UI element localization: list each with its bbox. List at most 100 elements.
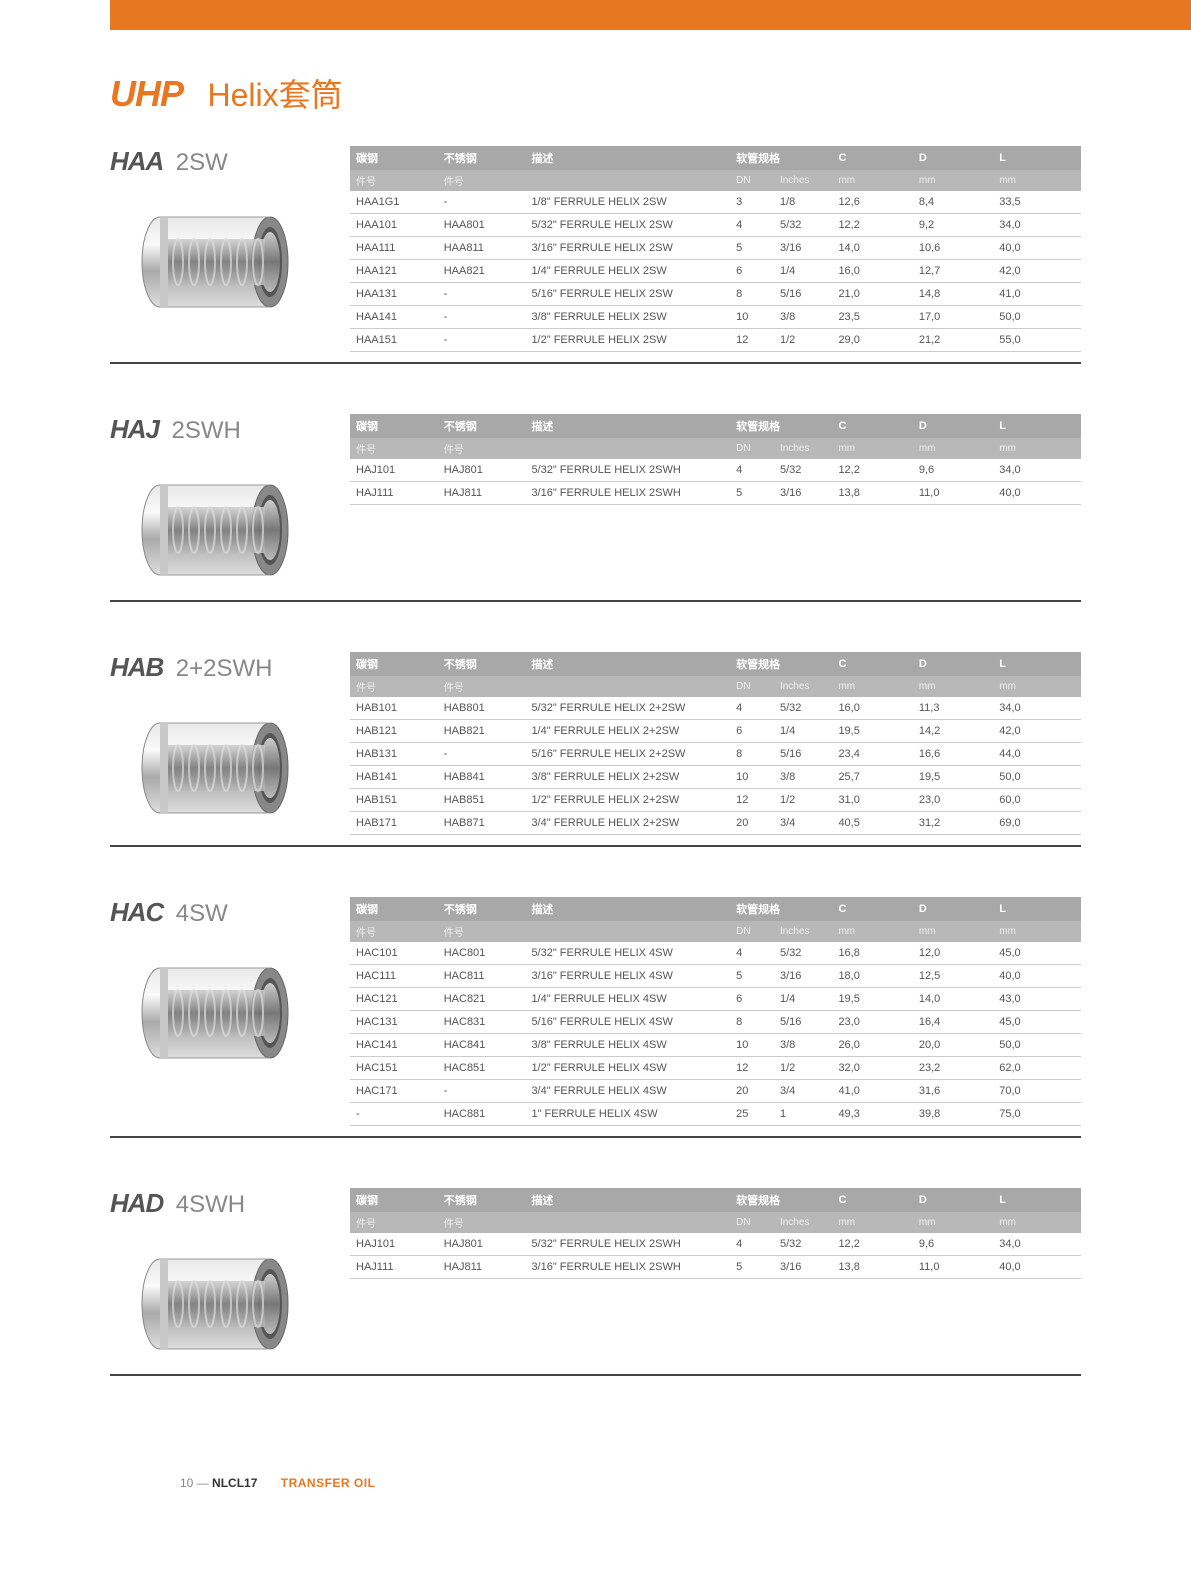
th-sub-1: 件号 — [438, 1212, 526, 1233]
cell: 14,0 — [832, 237, 912, 260]
cell: 5/16" FERRULE HELIX 2SW — [525, 283, 730, 306]
cell: 8 — [730, 283, 774, 306]
th-l: L — [993, 1188, 1081, 1212]
ferrule-icon — [130, 1249, 300, 1359]
cell: 3/8" FERRULE HELIX 2+2SW — [525, 766, 730, 789]
th-d: D — [913, 652, 993, 676]
cell: 3/16 — [774, 482, 832, 505]
th-hose: 软管规格 — [730, 414, 832, 438]
cell: 6 — [730, 720, 774, 743]
table-row: HAC101HAC8015/32" FERRULE HELIX 4SW45/32… — [350, 942, 1081, 965]
cell: 6 — [730, 988, 774, 1011]
cell: 32,0 — [832, 1057, 912, 1080]
th-desc: 描述 — [525, 146, 730, 170]
th-sub-2 — [525, 1212, 730, 1233]
cell: HAB171 — [350, 812, 438, 835]
cell: 34,0 — [993, 459, 1081, 482]
cell: 62,0 — [993, 1057, 1081, 1080]
cell: 1/2" FERRULE HELIX 2SW — [525, 329, 730, 352]
section-divider — [110, 600, 1081, 602]
cell: 23,2 — [913, 1057, 993, 1080]
cell: HAC821 — [438, 988, 526, 1011]
cell: HAA1G1 — [350, 191, 438, 214]
cell: HAJ111 — [350, 482, 438, 505]
ferrule-icon — [130, 207, 300, 317]
cell: 49,3 — [832, 1103, 912, 1126]
th-sub-6: mm — [913, 170, 993, 191]
cell: 12,7 — [913, 260, 993, 283]
cell: 16,0 — [832, 697, 912, 720]
spec-table: 碳钢不锈钢描述软管规格CDL件号件号DNInchesmmmmmm HAJ101H… — [350, 414, 1081, 505]
th-sub-2 — [525, 921, 730, 942]
th-sub-7: mm — [993, 170, 1081, 191]
cell: 45,0 — [993, 942, 1081, 965]
th-sub-3: DN — [730, 170, 774, 191]
th-sub-3: DN — [730, 676, 774, 697]
th-stainless: 不锈钢 — [438, 652, 526, 676]
section-heading: HAC 4SW — [110, 897, 330, 928]
cell: 44,0 — [993, 743, 1081, 766]
table-row: HAA151-1/2" FERRULE HELIX 2SW121/229,021… — [350, 329, 1081, 352]
title-bold: UHP — [110, 73, 183, 114]
th-c: C — [832, 897, 912, 921]
cell: 20 — [730, 812, 774, 835]
th-carbon: 碳钢 — [350, 1188, 438, 1212]
cell: 5/16" FERRULE HELIX 2+2SW — [525, 743, 730, 766]
cell: 21,0 — [832, 283, 912, 306]
cell: HAB101 — [350, 697, 438, 720]
cell: HAA131 — [350, 283, 438, 306]
th-c: C — [832, 146, 912, 170]
cell: 3 — [730, 191, 774, 214]
cell: HAJ811 — [438, 1256, 526, 1279]
table-wrap: 碳钢不锈钢描述软管规格CDL件号件号DNInchesmmmmmm HAJ101H… — [350, 414, 1081, 505]
cell: 69,0 — [993, 812, 1081, 835]
cell: 3/16" FERRULE HELIX 2SWH — [525, 1256, 730, 1279]
cell: 10 — [730, 1034, 774, 1057]
table-row: HAB101HAB8015/32" FERRULE HELIX 2+2SW45/… — [350, 697, 1081, 720]
cell: 25,7 — [832, 766, 912, 789]
cell: 14,2 — [913, 720, 993, 743]
th-sub-2 — [525, 438, 730, 459]
section-heading: HAB 2+2SWH — [110, 652, 330, 683]
section-code: HAJ — [110, 414, 159, 444]
section-sub: 2SWH — [171, 417, 240, 444]
cell: 5 — [730, 1256, 774, 1279]
table-row: HAC141HAC8413/8" FERRULE HELIX 4SW103/82… — [350, 1034, 1081, 1057]
section-sub: 4SWH — [176, 1191, 245, 1218]
th-c: C — [832, 652, 912, 676]
table-row: HAA111HAA8113/16" FERRULE HELIX 2SW53/16… — [350, 237, 1081, 260]
th-sub-2 — [525, 170, 730, 191]
section-heading: HAD 4SWH — [110, 1188, 330, 1219]
th-sub-3: DN — [730, 1212, 774, 1233]
th-c: C — [832, 414, 912, 438]
th-sub-7: mm — [993, 438, 1081, 459]
section-HAC: HAC 4SW — [110, 897, 1081, 1138]
table-row: HAC111HAC8113/16" FERRULE HELIX 4SW53/16… — [350, 965, 1081, 988]
cell: 5/16" FERRULE HELIX 4SW — [525, 1011, 730, 1034]
cell: 1/4" FERRULE HELIX 2+2SW — [525, 720, 730, 743]
th-stainless: 不锈钢 — [438, 146, 526, 170]
cell: 1" FERRULE HELIX 4SW — [525, 1103, 730, 1126]
cell: 5/32 — [774, 697, 832, 720]
cell: - — [438, 306, 526, 329]
th-stainless: 不锈钢 — [438, 1188, 526, 1212]
section-sub: 4SW — [176, 900, 228, 927]
cell: 34,0 — [993, 1233, 1081, 1256]
cell: 4 — [730, 1233, 774, 1256]
table-row: HAB131-5/16" FERRULE HELIX 2+2SW85/1623,… — [350, 743, 1081, 766]
th-carbon: 碳钢 — [350, 652, 438, 676]
th-carbon: 碳钢 — [350, 414, 438, 438]
cell: 3/4" FERRULE HELIX 4SW — [525, 1080, 730, 1103]
cell: HAC841 — [438, 1034, 526, 1057]
section-sub: 2SW — [176, 149, 228, 176]
spec-table: 碳钢不锈钢描述软管规格CDL件号件号DNInchesmmmmmm HAJ101H… — [350, 1188, 1081, 1279]
cell: 3/16 — [774, 965, 832, 988]
cell: 1/4 — [774, 988, 832, 1011]
cell: 3/4 — [774, 1080, 832, 1103]
cell: 40,0 — [993, 1256, 1081, 1279]
cell: HAC111 — [350, 965, 438, 988]
cell: 31,6 — [913, 1080, 993, 1103]
cell: 3/16 — [774, 237, 832, 260]
cell: 12 — [730, 329, 774, 352]
section-divider — [110, 362, 1081, 364]
